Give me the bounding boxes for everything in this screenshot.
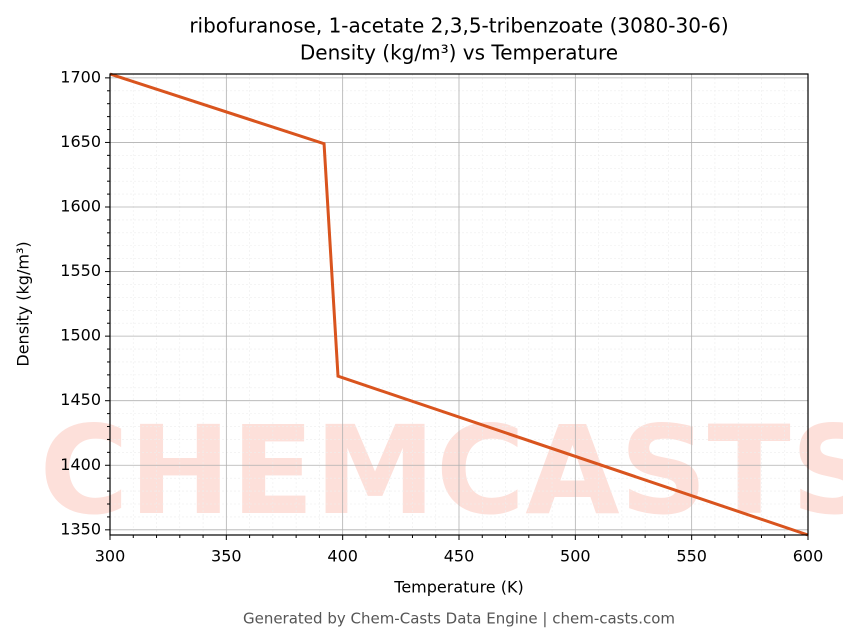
footer: Generated by Chem-Casts Data Engine | ch… [243,610,675,628]
x-axis-label: Temperature (K) [393,578,523,597]
x-tick-label: 600 [793,547,824,566]
chart-subtitle: Density (kg/m³) vs Temperature [300,41,618,65]
y-axis-label: Density (kg/m³) [14,241,33,366]
y-tick-label: 1400 [60,455,101,474]
x-tick-label: 350 [211,547,242,566]
data-line [109,72,809,537]
x-tick-label: 400 [327,547,358,566]
x-tick-label: 500 [560,547,591,566]
y-tick-label: 1500 [60,326,101,345]
x-tick-label: 450 [444,547,475,566]
watermark: CHEMCASTS [39,400,843,542]
y-tick-label: 1650 [60,132,101,151]
y-tick-label: 1450 [60,390,101,409]
x-tick-label: 300 [95,547,126,566]
y-tick-label: 1550 [60,261,101,280]
x-tick-label: 550 [676,547,707,566]
chart-title: ribofuranose, 1-acetate 2,3,5-tribenzoat… [189,14,728,38]
y-tick-label: 1700 [60,67,101,86]
y-tick-label: 1600 [60,197,101,216]
y-tick-label: 1350 [60,519,101,538]
plot-frame [109,73,809,536]
